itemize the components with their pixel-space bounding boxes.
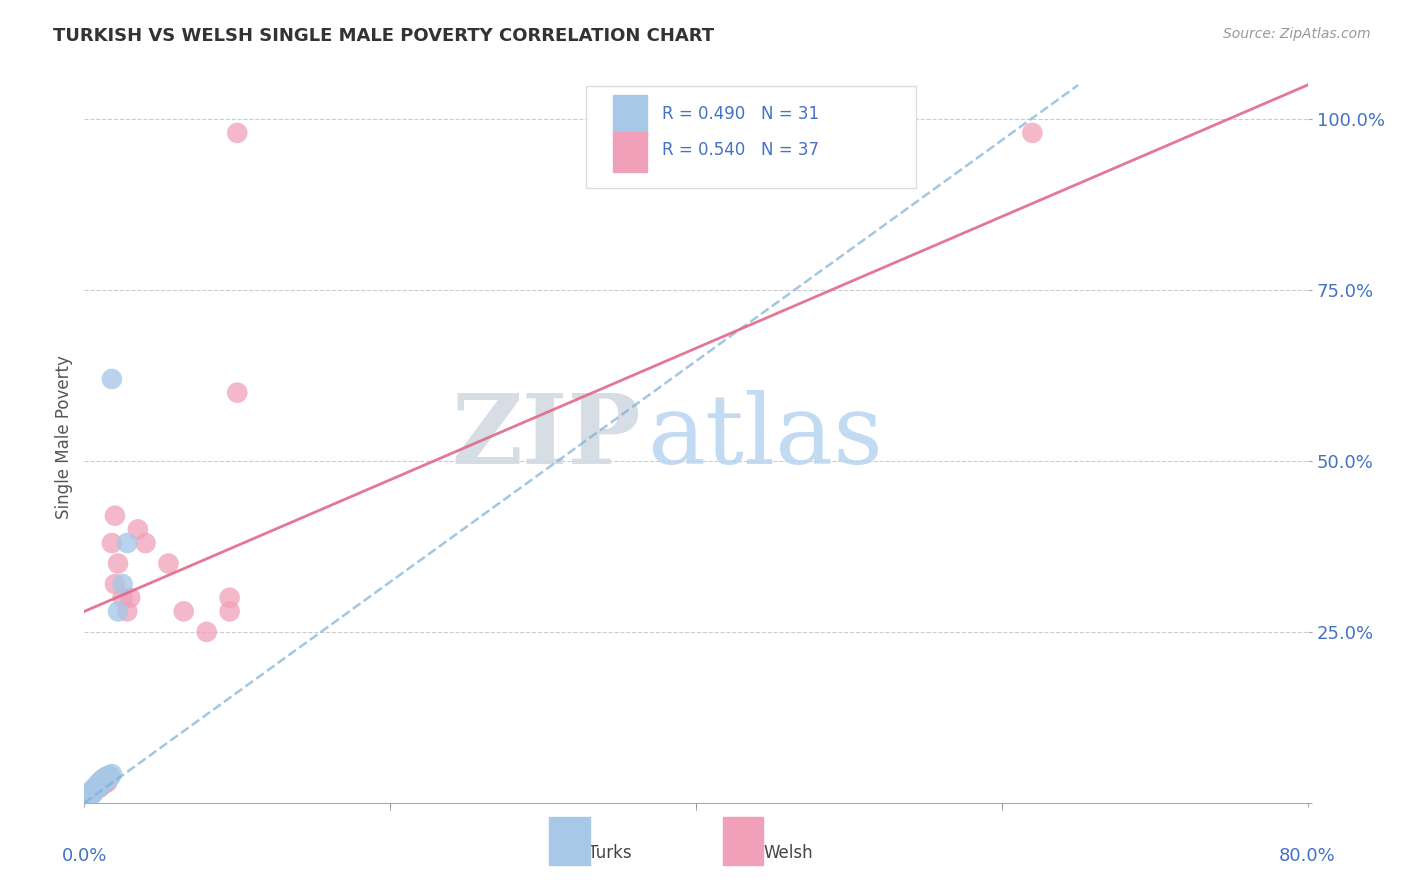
Point: [107, 557, 129, 571]
Text: Turks: Turks: [588, 844, 631, 862]
Point: [93, 775, 115, 789]
Point: [127, 522, 149, 536]
Text: TURKISH VS WELSH SINGLE MALE POVERTY CORRELATION CHART: TURKISH VS WELSH SINGLE MALE POVERTY COR…: [53, 27, 714, 45]
Point: [80, 788, 103, 802]
Point: [115, 604, 138, 618]
Point: [226, 126, 249, 140]
Point: [90, 773, 112, 788]
Text: 0.0%: 0.0%: [62, 847, 107, 864]
Point: [87, 779, 110, 793]
Text: 80.0%: 80.0%: [1279, 847, 1336, 864]
Point: [97, 770, 120, 784]
Text: Source: ZipAtlas.com: Source: ZipAtlas.com: [1223, 27, 1371, 41]
Point: [89, 779, 111, 793]
Point: [79, 786, 101, 800]
Point: [89, 777, 111, 791]
Point: [98, 770, 121, 784]
Text: Welsh: Welsh: [763, 844, 813, 862]
Point: [120, 591, 142, 605]
Point: [94, 770, 117, 784]
Point: [79, 786, 101, 800]
Text: ZIP: ZIP: [451, 390, 641, 484]
Text: R = 0.540   N = 37: R = 0.540 N = 37: [662, 141, 818, 160]
Point: [76, 790, 98, 805]
Point: [79, 789, 101, 803]
Point: [89, 780, 111, 795]
Point: [96, 772, 118, 786]
Point: [83, 782, 105, 797]
Point: [94, 773, 117, 788]
Point: [218, 604, 240, 618]
Point: [87, 777, 110, 791]
Point: [226, 385, 249, 400]
FancyBboxPatch shape: [723, 817, 763, 865]
Point: [107, 604, 129, 618]
FancyBboxPatch shape: [613, 95, 647, 136]
Text: R = 0.490   N = 31: R = 0.490 N = 31: [662, 104, 818, 123]
Point: [91, 772, 114, 786]
Point: [77, 789, 100, 803]
Point: [96, 772, 118, 786]
Point: [157, 557, 180, 571]
Point: [84, 780, 107, 795]
Point: [104, 508, 127, 523]
Point: [83, 782, 105, 797]
Point: [195, 624, 218, 639]
Point: [96, 775, 118, 789]
FancyBboxPatch shape: [586, 86, 917, 188]
Point: [86, 779, 108, 793]
Point: [115, 536, 138, 550]
Point: [97, 768, 120, 782]
Point: [111, 591, 134, 605]
Point: [86, 782, 108, 797]
Point: [83, 786, 105, 800]
Point: [86, 782, 108, 797]
Point: [75, 792, 97, 806]
Point: [80, 783, 103, 797]
Point: [1021, 126, 1043, 140]
Y-axis label: Single Male Poverty: Single Male Poverty: [55, 355, 73, 519]
Point: [90, 779, 112, 793]
Point: [77, 788, 100, 802]
Point: [77, 788, 100, 802]
Point: [89, 775, 111, 789]
Point: [76, 789, 98, 803]
Point: [90, 777, 112, 791]
FancyBboxPatch shape: [550, 817, 589, 865]
Point: [173, 604, 195, 618]
Point: [84, 780, 107, 795]
Point: [84, 783, 107, 797]
FancyBboxPatch shape: [613, 132, 647, 172]
Point: [93, 777, 115, 791]
Point: [84, 783, 107, 797]
Point: [80, 783, 103, 797]
Point: [218, 591, 240, 605]
Point: [101, 767, 124, 781]
Point: [75, 790, 97, 805]
Point: [135, 536, 157, 550]
Point: [111, 577, 134, 591]
Point: [101, 536, 124, 550]
Point: [91, 775, 114, 789]
Text: atlas: atlas: [647, 390, 883, 484]
Point: [87, 780, 110, 795]
Point: [101, 372, 124, 386]
Point: [104, 577, 127, 591]
Point: [83, 786, 105, 800]
